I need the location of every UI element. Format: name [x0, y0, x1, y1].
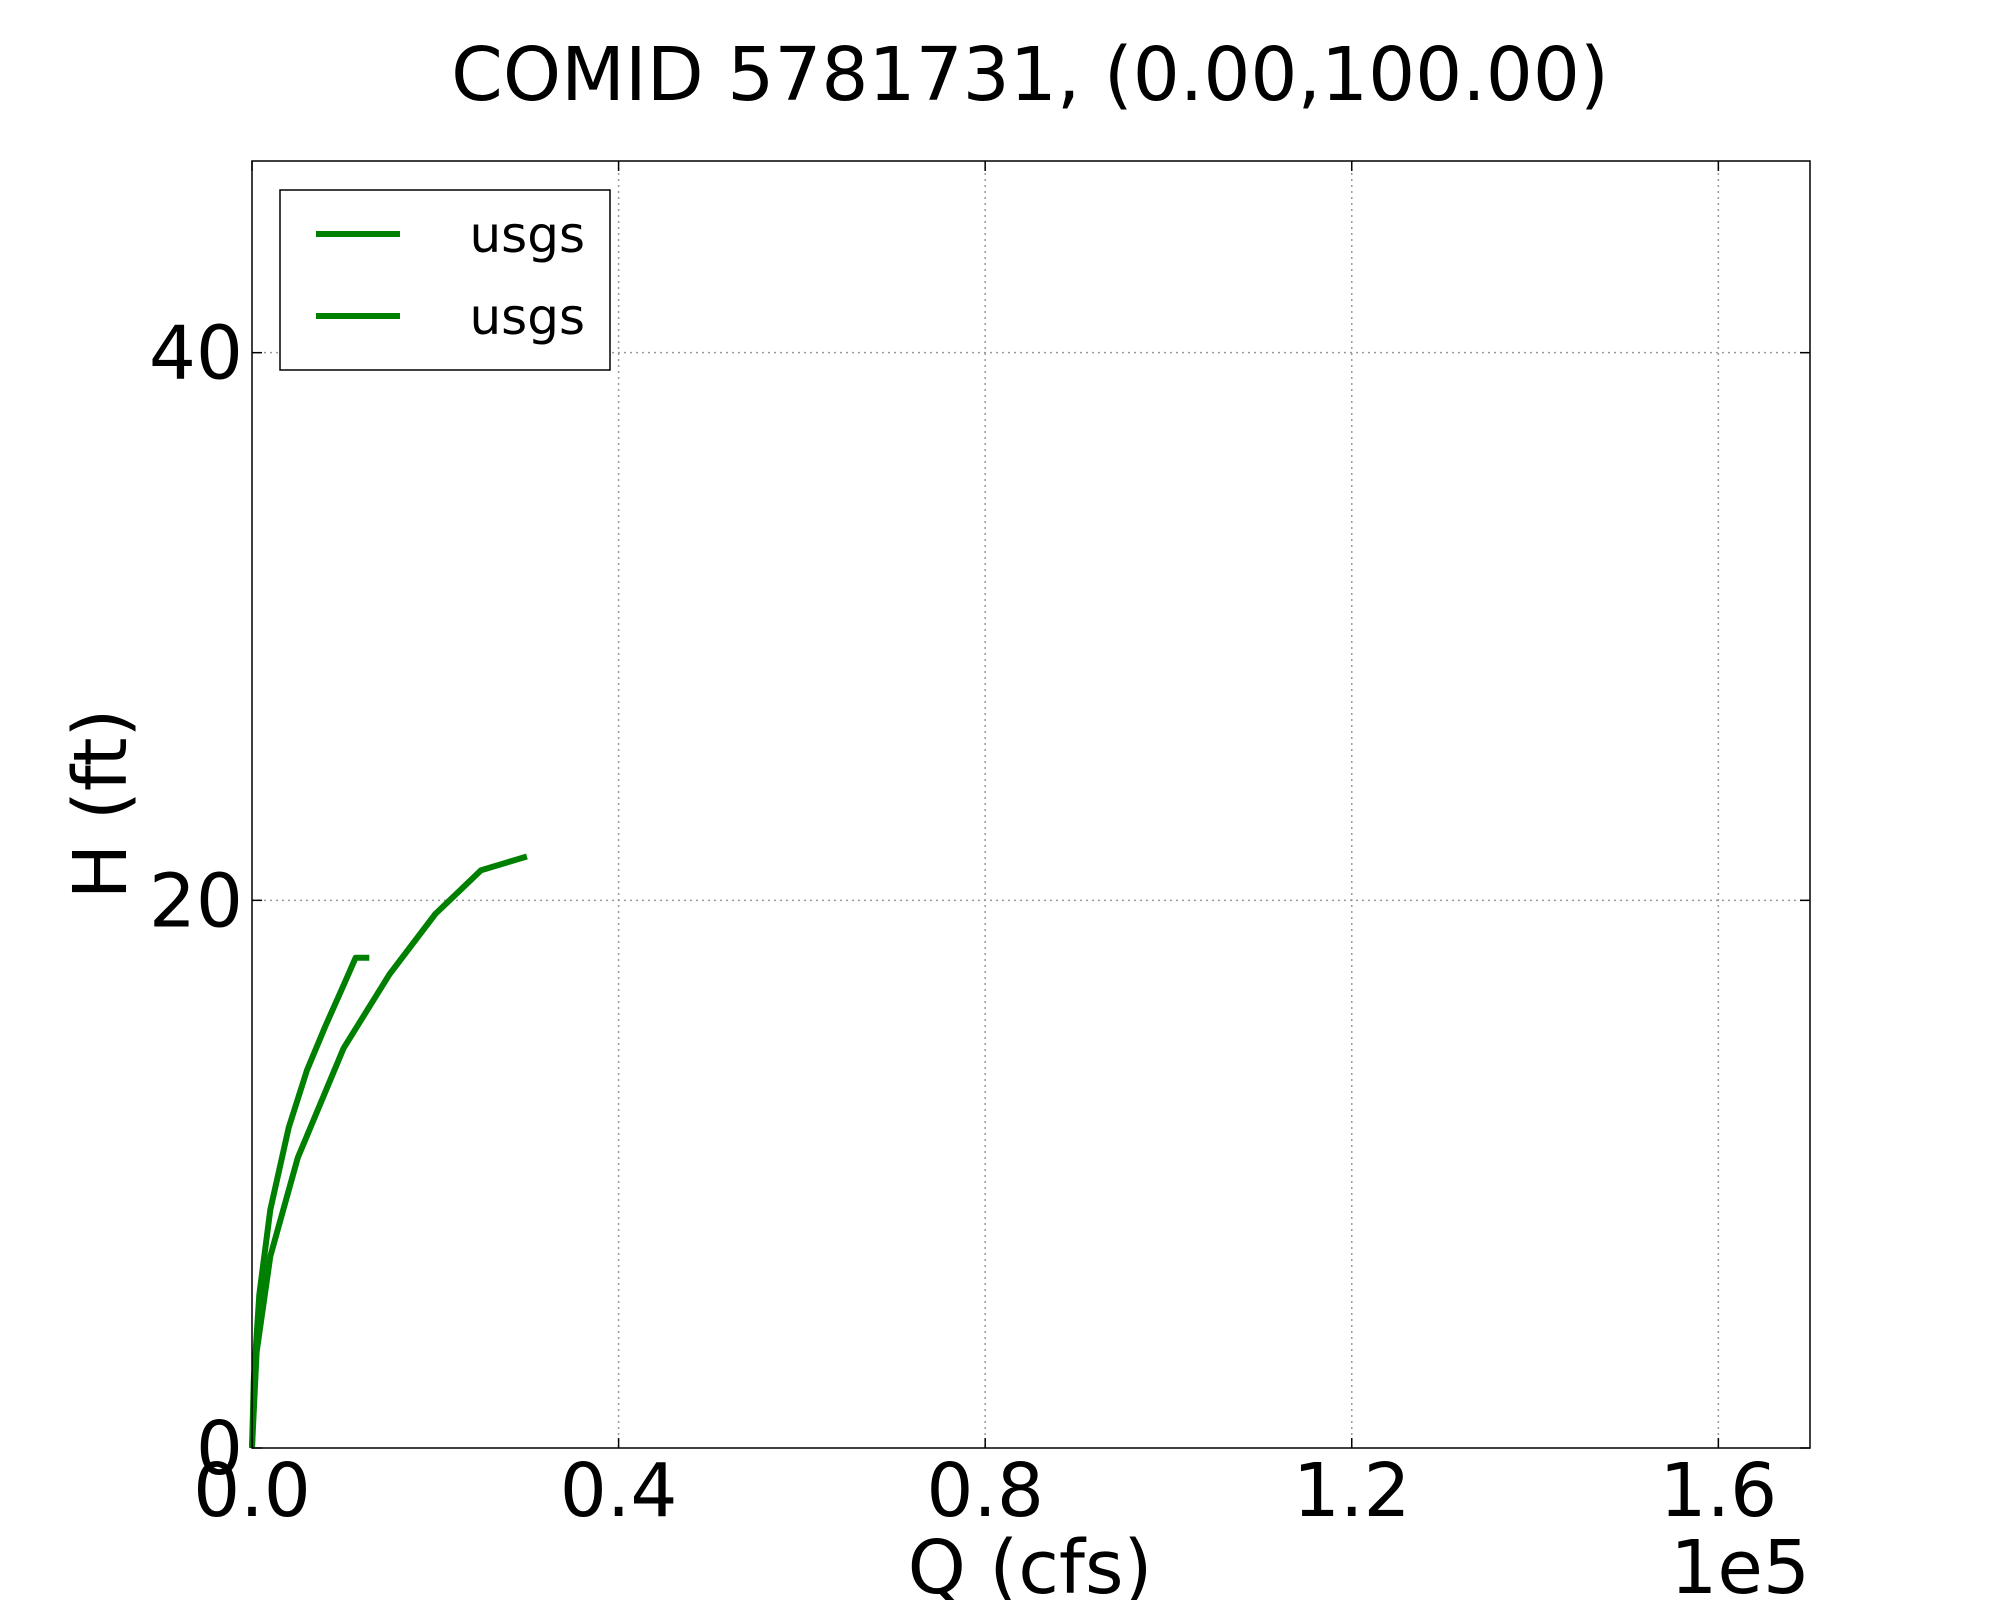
x-tick-label: 0.4 — [560, 1448, 678, 1534]
x-tick-label: 1.2 — [1293, 1448, 1411, 1534]
plot-series — [249, 853, 528, 1449]
x-tick-label: 0.8 — [926, 1448, 1044, 1534]
x-axis-offset-label: 1e5 — [1670, 1525, 1810, 1600]
legend: usgs usgs — [279, 189, 611, 371]
legend-box — [279, 189, 611, 371]
x-tick-label: 0.0 — [193, 1448, 311, 1534]
plot-frame — [251, 160, 1811, 1449]
x-axis-label: Q (cfs) — [908, 1525, 1153, 1600]
legend-label-1: usgs — [469, 206, 585, 264]
axis-ticks: 0.0 0.4 0.8 1.2 1.6 0 20 40 — [149, 161, 1810, 1534]
y-tick-label: 0 — [196, 1406, 243, 1492]
x-tick-label: 1.6 — [1660, 1448, 1778, 1534]
series-line-2 — [249, 853, 528, 1449]
chart-title: COMID 5781731, (0.00,100.00) — [451, 32, 1609, 118]
y-axis-label: H (ft) — [58, 709, 144, 900]
y-tick-label: 20 — [149, 858, 243, 944]
legend-label-2: usgs — [469, 288, 585, 346]
y-tick-label: 40 — [149, 311, 243, 397]
